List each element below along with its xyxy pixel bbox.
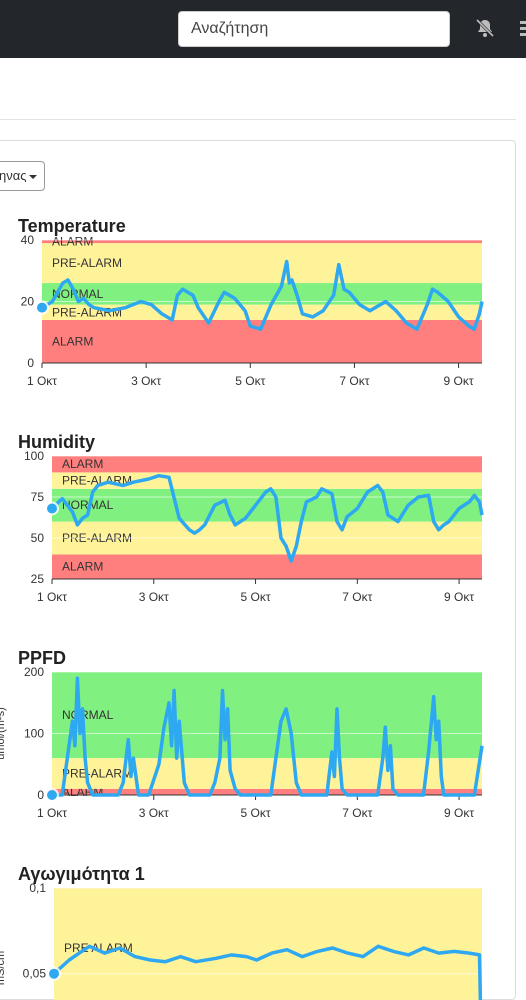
band-0 [54,888,482,1000]
band-label-2: NORMAL [62,498,114,512]
search-input[interactable] [178,11,450,47]
x-tick-label-1: 3 Οκτ [139,806,169,820]
band-3 [42,243,482,284]
series-marker-0 [49,968,59,979]
y-tick-label-2: 200 [24,665,44,679]
band-4 [52,456,482,473]
x-tick-label-2: 5 Οκτ [241,806,271,820]
x-tick-label-2: 5 Οκτ [241,590,271,604]
x-tick-label-4: 9 Οκτ [444,806,474,820]
chart-title-humidity: Humidity [18,432,96,452]
humidity-chart: ALARMPRE-ALARMNORMALPRE-ALARMALARM255075… [24,449,484,604]
y-tick-label-1: 20 [21,295,35,309]
x-tick-label-3: 7 Οκτ [339,374,369,388]
band-0 [52,788,482,795]
band-0 [52,554,482,579]
band-label-2: NORMAL [62,708,114,722]
chart-title-temperature: Temperature [18,216,126,236]
x-tick-label-0: 1 Οκτ [27,374,57,388]
y-axis-label: umol/(m²s) [0,707,7,760]
y-tick-label-1: 50 [31,531,45,545]
band-label-0: ALARM [52,334,93,348]
series-marker-0 [47,790,57,800]
y-tick-label-1: 100 [24,727,44,741]
top-navbar [0,0,526,58]
band-2 [52,672,482,759]
x-tick-label-1: 3 Οκτ [139,590,169,604]
x-tick-label-2: 5 Οκτ [235,374,265,388]
y-tick-label-0: 25 [31,572,45,586]
band-label-4: ALARM [62,457,103,471]
band-2 [52,488,482,522]
y-tick-label-3: 100 [24,449,44,463]
band-4 [42,240,482,244]
x-tick-label-4: 9 Οκτ [444,374,474,388]
y-tick-label-2: 75 [31,490,45,504]
caret-down-icon [28,174,37,179]
chart-title-ppfd: PPFD [18,648,67,668]
y-tick-label-0: 0 [37,788,44,802]
y-tick-label-0: 0 [27,356,34,370]
x-tick-label-3: 7 Οκτ [342,590,372,604]
series-line-0 [41,259,484,331]
band-2 [42,283,482,305]
x-tick-label-4: 9 Οκτ [444,590,474,604]
band-label-1: PRE-ALARM [62,766,132,780]
series-line-0 [52,676,484,797]
y-tick-label-2: 40 [21,233,35,247]
series-marker-0 [47,503,57,514]
menu-icon[interactable] [518,17,526,39]
bell-slash-icon[interactable] [474,17,496,39]
x-tick-label-1: 3 Οκτ [131,374,161,388]
y-tick-label-1: 0,1 [29,881,46,895]
band-label-0: ALARM [62,560,103,574]
x-tick-label-3: 7 Οκτ [342,806,372,820]
period-dropdown-label: ηνας [0,168,27,183]
band-label-4: ALARM [52,235,93,249]
temperature-chart: ALARM PRE-ALARM NORMAL PRE-ALARM ALARM 0 20 40 1… [21,233,484,388]
chart-title-conductivity: Αγωγιμότητα 1 [18,864,145,884]
series-marker-0 [37,302,47,313]
band-label-2: NORMAL [52,287,104,301]
band-label-1: PRE-ALARM [52,305,122,319]
band-label-3: PRE-ALARM [52,256,122,270]
series-line-0 [52,944,483,1000]
y-tick-label-0: 0,05 [23,967,47,981]
x-tick-label-0: 1 Οκτ [37,590,67,604]
series-line-0 [50,473,484,563]
x-tick-label-0: 1 Οκτ [37,806,67,820]
period-dropdown[interactable]: ηνας [0,161,45,191]
y-axis-label: mS/cm [0,951,7,985]
page-divider [0,119,516,120]
